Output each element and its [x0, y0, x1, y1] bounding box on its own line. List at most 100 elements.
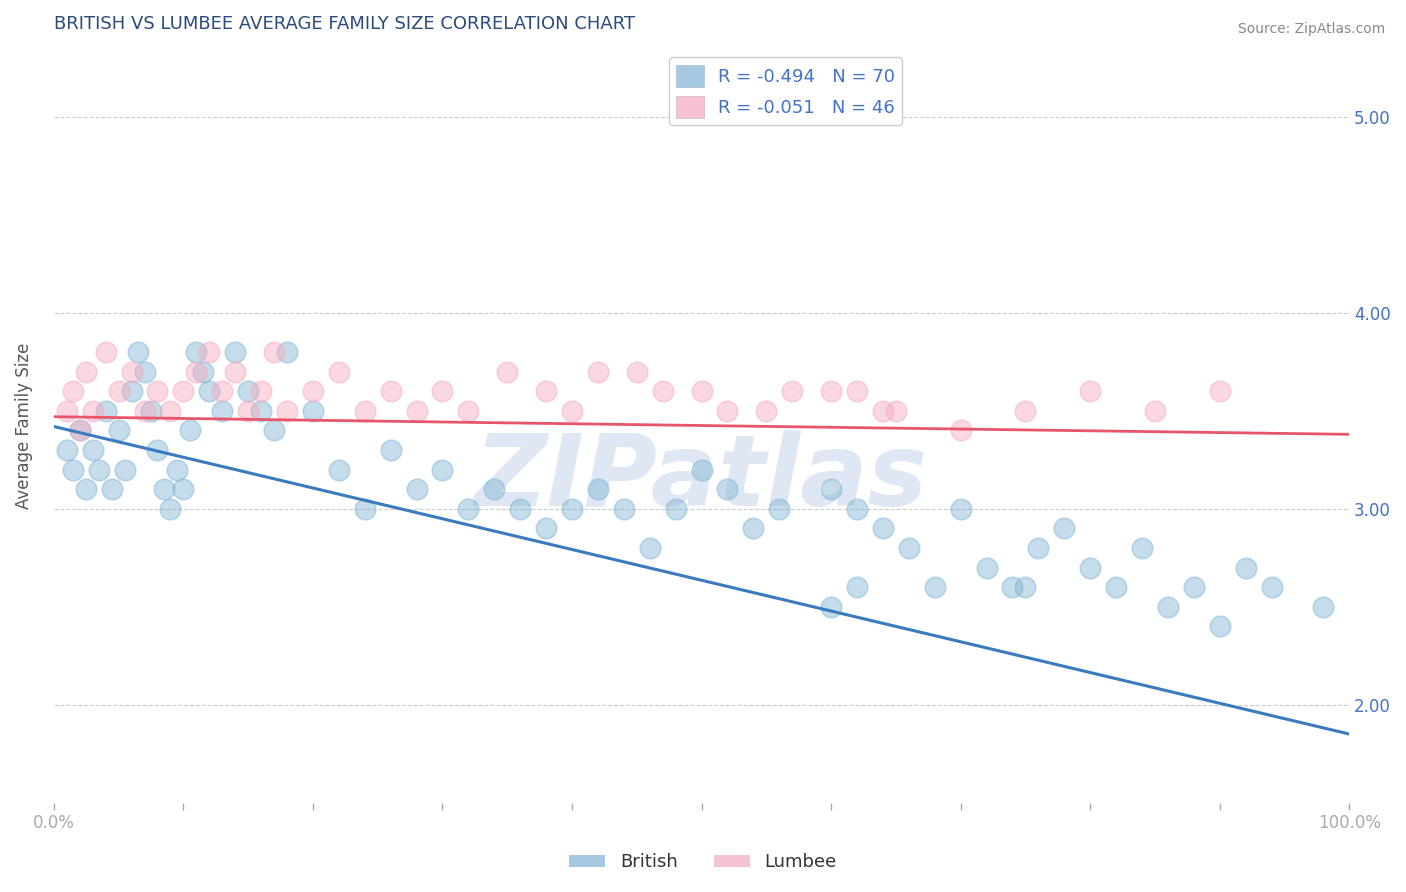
Point [690, 462, 713, 476]
Point [75, 482, 97, 496]
Point [1312, 599, 1334, 614]
Point [1014, 404, 1036, 418]
Point [665, 501, 688, 516]
Point [561, 501, 583, 516]
Text: Source: ZipAtlas.com: Source: ZipAtlas.com [1237, 22, 1385, 37]
Point [586, 482, 609, 496]
Point [236, 384, 259, 399]
Point [276, 404, 298, 418]
Point [820, 482, 842, 496]
Point [62, 462, 84, 476]
Point [820, 599, 842, 614]
Text: BRITISH VS LUMBEE AVERAGE FAMILY SIZE CORRELATION CHART: BRITISH VS LUMBEE AVERAGE FAMILY SIZE CO… [53, 15, 636, 33]
Text: ZIPatlas: ZIPatlas [475, 430, 928, 527]
Point [872, 521, 894, 535]
Point [186, 345, 208, 359]
Point [198, 384, 221, 399]
Point [198, 345, 221, 359]
Point [121, 384, 143, 399]
Point [846, 580, 869, 594]
Point [820, 384, 842, 399]
Point [166, 462, 188, 476]
Point [780, 384, 803, 399]
Point [134, 365, 156, 379]
Point [949, 424, 972, 438]
Point [172, 384, 194, 399]
Point [107, 424, 129, 438]
Point [263, 345, 285, 359]
Point [1078, 560, 1101, 574]
Point [755, 404, 778, 418]
Point [1014, 580, 1036, 594]
Point [432, 384, 454, 399]
Point [1105, 580, 1128, 594]
Point [224, 345, 246, 359]
Point [114, 462, 136, 476]
Point [613, 501, 636, 516]
Point [82, 404, 104, 418]
Point [211, 384, 233, 399]
Point [139, 404, 162, 418]
Point [1028, 541, 1050, 555]
Point [250, 384, 273, 399]
Point [405, 404, 427, 418]
Point [846, 384, 869, 399]
Point [134, 404, 156, 418]
Point [353, 501, 375, 516]
Point [626, 365, 648, 379]
Point [949, 501, 972, 516]
Point [1078, 384, 1101, 399]
Point [742, 521, 765, 535]
Y-axis label: Average Family Size: Average Family Size [15, 343, 32, 508]
Point [1157, 599, 1180, 614]
Point [651, 384, 673, 399]
Point [159, 501, 181, 516]
Point [62, 384, 84, 399]
Point [534, 521, 557, 535]
Point [191, 365, 214, 379]
Point [1209, 384, 1232, 399]
Point [224, 365, 246, 379]
Point [302, 384, 325, 399]
Point [276, 345, 298, 359]
Point [56, 404, 79, 418]
Point [1053, 521, 1076, 535]
Point [236, 404, 259, 418]
Point [534, 384, 557, 399]
Point [872, 404, 894, 418]
Point [172, 482, 194, 496]
Point [179, 424, 201, 438]
Point [263, 424, 285, 438]
Point [302, 404, 325, 418]
Point [211, 404, 233, 418]
Point [1209, 619, 1232, 633]
Point [457, 404, 479, 418]
Point [638, 541, 661, 555]
Point [457, 501, 479, 516]
Point [146, 384, 169, 399]
Point [924, 580, 946, 594]
Point [897, 541, 920, 555]
Point [82, 442, 104, 457]
Point [1001, 580, 1024, 594]
Point [768, 501, 790, 516]
Point [1260, 580, 1282, 594]
Point [586, 365, 609, 379]
Point [884, 404, 907, 418]
Point [146, 442, 169, 457]
Point [186, 365, 208, 379]
Point [1143, 404, 1166, 418]
Point [432, 462, 454, 476]
Point [69, 424, 91, 438]
Point [328, 365, 350, 379]
Point [846, 501, 869, 516]
Point [1130, 541, 1153, 555]
Point [159, 404, 181, 418]
Point [380, 384, 402, 399]
Point [976, 560, 998, 574]
Point [716, 482, 738, 496]
Point [561, 404, 583, 418]
Point [328, 462, 350, 476]
Point [69, 424, 91, 438]
Point [250, 404, 273, 418]
